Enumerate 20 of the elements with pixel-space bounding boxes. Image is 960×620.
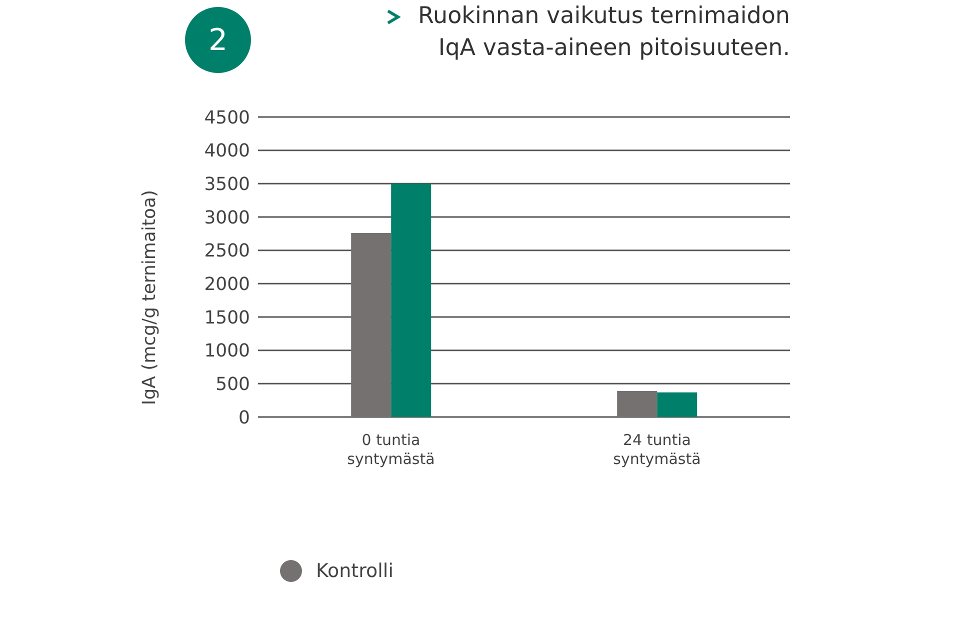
y-tick-label: 3500: [204, 174, 250, 196]
bar: [617, 391, 658, 417]
y-tick-label: 2500: [204, 240, 250, 262]
bar: [351, 233, 392, 417]
y-tick-label: 1000: [204, 340, 250, 362]
legend-label: Kontrolli: [316, 560, 394, 582]
y-tick-label: 500: [216, 374, 250, 396]
y-tick-label: 1500: [204, 307, 250, 328]
chart-title: Ruokinnan vaikutus ternimaidon IqA vasta-aineen pitoisuuteen.: [417, 2, 790, 63]
y-tick-label: 3000: [204, 207, 250, 228]
bar: [391, 184, 432, 417]
y-tick-label: 4000: [204, 140, 250, 162]
x-tick-label: 0 tuntia syntymästä: [347, 431, 435, 468]
number-badge: 2: [185, 7, 251, 73]
x-tick-label: 24 tuntia syntymästä: [613, 431, 701, 468]
y-tick-label: 2000: [204, 274, 250, 296]
y-axis-title: IgA (mcg/g ternimaitoa): [140, 189, 160, 405]
bar: [657, 392, 698, 417]
y-tick-label: 0: [238, 407, 250, 428]
y-tick-label: 4500: [204, 107, 250, 128]
